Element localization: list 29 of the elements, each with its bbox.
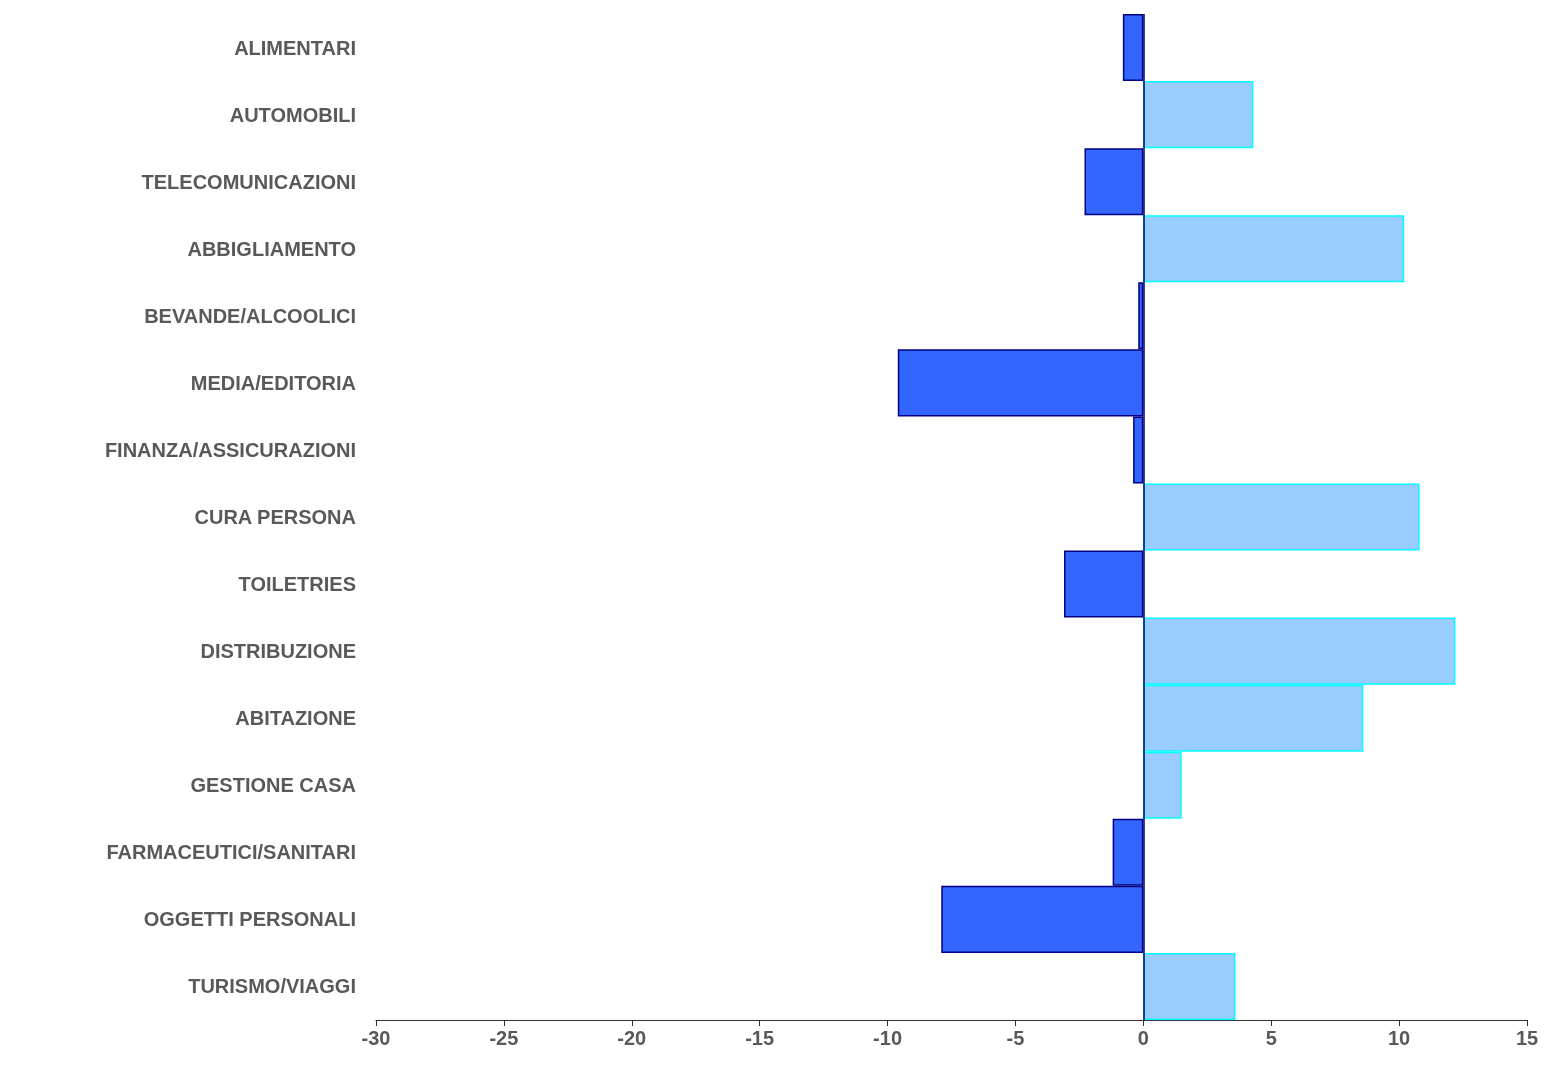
y-tick-label: BEVANDE/ALCOOLICI	[144, 304, 356, 327]
y-tick-label: MEDIA/EDITORIA	[190, 371, 356, 394]
x-tick-label: -30	[361, 1027, 391, 1049]
y-tick-label: DISTRIBUZIONE	[200, 640, 356, 663]
y-tick-label: ABITAZIONE	[235, 707, 356, 730]
y-tick-label: TELECOMUNICAZIONI	[141, 170, 356, 193]
y-tick-label: AUTOMOBILI	[229, 103, 356, 126]
x-tick-label: 15	[1515, 1027, 1539, 1049]
y-tick-label: TURISMO/VIAGGI	[188, 975, 356, 998]
x-tick-label: -25	[489, 1027, 519, 1049]
y-tick-label: ABBIGLIAMENTO	[187, 237, 356, 260]
bar	[1143, 81, 1254, 149]
x-tick-label: -10	[873, 1027, 903, 1049]
x-tick-label: 0	[1137, 1027, 1149, 1049]
x-tick-label: -5	[1006, 1027, 1025, 1049]
x-tick-label: -20	[617, 1027, 647, 1049]
bar	[1143, 483, 1420, 551]
y-tick-label: OGGETTI PERSONALI	[143, 908, 356, 931]
y-tick-label: CURA PERSONA	[194, 506, 356, 528]
x-tick-label: 10	[1387, 1027, 1411, 1049]
bar	[1143, 215, 1405, 283]
x-tick-label: -15	[745, 1027, 775, 1049]
y-tick-label: FARMACEUTICI/SANITARI	[106, 841, 356, 864]
y-tick-label: FINANZA/ASSICURAZIONI	[104, 438, 356, 461]
y-tick-label: GESTIONE CASA	[190, 774, 356, 797]
y-tick-label: TOILETRIES	[238, 573, 356, 596]
bar	[1143, 952, 1236, 1020]
y-tick-label: ALIMENTARI	[234, 36, 356, 59]
x-tick-label: 5	[1265, 1027, 1277, 1049]
